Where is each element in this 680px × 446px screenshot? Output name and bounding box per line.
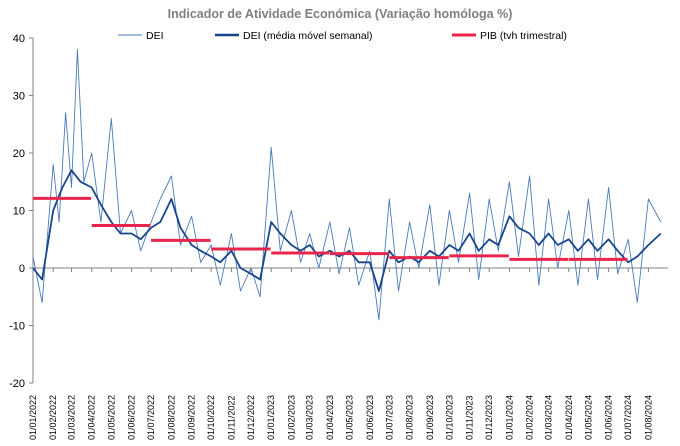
x-tick-label: 01/01/2023 — [266, 395, 276, 440]
x-tick-label: 01/04/2024 — [564, 395, 574, 440]
x-tick-label: 01/11/2023 — [465, 396, 475, 440]
dei-daily-line — [32, 49, 662, 321]
legend-label: DEI (média móvel semanal) — [243, 30, 373, 42]
x-tick-label: 01/02/2023 — [286, 395, 296, 440]
x-tick-label: 01/06/2023 — [365, 395, 375, 440]
x-tick-label: 01/04/2022 — [87, 395, 97, 440]
x-tick-label: 01/04/2023 — [325, 395, 335, 440]
dei-weekly-average-line — [32, 169, 662, 292]
legend-item-pib: PIB (tvh trimestral) — [452, 30, 567, 42]
y-tick-label: -10 — [9, 321, 25, 333]
legend-label: DEI — [146, 30, 164, 42]
y-tick-label: 10 — [13, 206, 25, 218]
x-tick-label: 01/03/2022 — [67, 395, 77, 440]
x-tick-label: 01/09/2023 — [425, 395, 435, 440]
x-tick-label: 01/03/2023 — [305, 395, 315, 440]
legend-item-dei-weekly: DEI (média móvel semanal) — [215, 30, 373, 42]
legend-label: PIB (tvh trimestral) — [480, 30, 567, 42]
y-tick-label: -20 — [9, 378, 25, 390]
x-tick-label: 01/03/2024 — [544, 395, 554, 440]
x-tick-label: 01/09/2022 — [187, 395, 197, 440]
legend: DEI DEI (média móvel semanal) PIB (tvh tri… — [118, 30, 567, 42]
y-tick-label: 0 — [19, 263, 25, 275]
y-tick-label: 30 — [13, 91, 25, 103]
x-tick-label: 01/10/2022 — [206, 395, 216, 440]
x-tick-label: 01/05/2022 — [106, 395, 116, 440]
x-tick-label: 01/08/2024 — [643, 395, 653, 440]
y-tick-label: 20 — [13, 148, 25, 160]
x-tick-label: 01/12/2023 — [484, 395, 494, 440]
x-tick-label: 01/07/2023 — [384, 395, 394, 440]
chart-title: Indicador de Atividade Económica (Variaç… — [167, 7, 513, 21]
x-tick-label: 01/07/2022 — [146, 395, 156, 440]
legend-item-dei: DEI — [118, 30, 164, 42]
x-tick-label: 01/11/2022 — [226, 396, 236, 440]
x-tick-label: 01/07/2024 — [623, 395, 633, 440]
x-tick-label: 01/05/2023 — [345, 395, 355, 440]
x-tick-label: 01/06/2024 — [604, 395, 614, 440]
x-tick-label: 01/01/2024 — [504, 395, 514, 440]
x-tick-label: 01/08/2022 — [166, 395, 176, 440]
x-tick-label: 01/01/2022 — [28, 395, 38, 440]
x-tick-label: 01/02/2022 — [48, 395, 58, 440]
series-layer — [32, 49, 662, 321]
x-tick-label: 01/08/2023 — [405, 395, 415, 440]
x-tick-label: 01/02/2024 — [525, 395, 535, 440]
y-tick-label: 40 — [13, 33, 25, 45]
x-tick-label: 01/05/2024 — [583, 395, 593, 440]
y-axis: -20 -10 0 10 20 30 40 — [9, 33, 34, 390]
x-tick-label: 01/10/2023 — [444, 395, 454, 440]
x-axis: 01/01/2022 01/02/2022 01/03/2022 01/04/2022… — [28, 267, 668, 440]
x-tick-label: 01/12/2022 — [246, 395, 256, 440]
x-tick-label: 01/06/2022 — [127, 395, 137, 440]
